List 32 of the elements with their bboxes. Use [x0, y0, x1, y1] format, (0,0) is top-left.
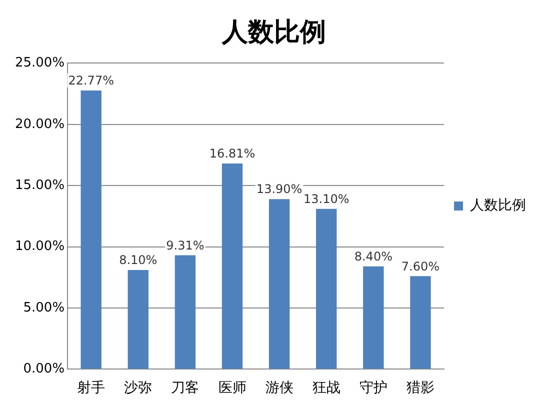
x-tick-label: 游侠 — [265, 380, 294, 396]
y-tick-label: 20.00% — [14, 116, 65, 132]
x-tick-label: 医师 — [218, 380, 246, 396]
data-label: 13.90% — [256, 182, 302, 196]
bar — [316, 208, 337, 369]
data-label: 8.40% — [354, 250, 392, 264]
y-tick-label: 25.00% — [14, 56, 65, 71]
x-tick-label: 狂战 — [312, 380, 340, 396]
bar — [268, 199, 290, 369]
legend-label: 人数比例 — [470, 198, 526, 214]
data-label: 13.10% — [303, 192, 350, 206]
bar — [128, 270, 148, 369]
bar — [410, 276, 431, 369]
y-tick-label: 5.00% — [23, 300, 65, 316]
data-label: 7.60% — [401, 259, 440, 274]
y-tick-label: 15.00% — [14, 178, 65, 193]
y-tick-label: 10.00% — [14, 239, 65, 254]
chart-title: 人数比例 — [221, 17, 326, 48]
x-tick-label: 射手 — [77, 380, 106, 396]
data-label: 16.81% — [209, 146, 256, 161]
bar — [363, 266, 384, 369]
bar — [222, 163, 243, 369]
x-tick-label: 沙弥 — [124, 380, 152, 396]
x-tick-label: 猎影 — [406, 380, 434, 396]
bar — [80, 90, 102, 369]
x-tick-label: 守护 — [359, 380, 388, 396]
y-tick-label: 0.00% — [23, 362, 65, 377]
data-label: 9.31% — [166, 238, 204, 252]
x-tick-label: 刀客 — [171, 380, 200, 396]
data-label: 22.77% — [68, 74, 114, 88]
data-label: 8.10% — [119, 253, 158, 268]
bar — [174, 255, 196, 369]
